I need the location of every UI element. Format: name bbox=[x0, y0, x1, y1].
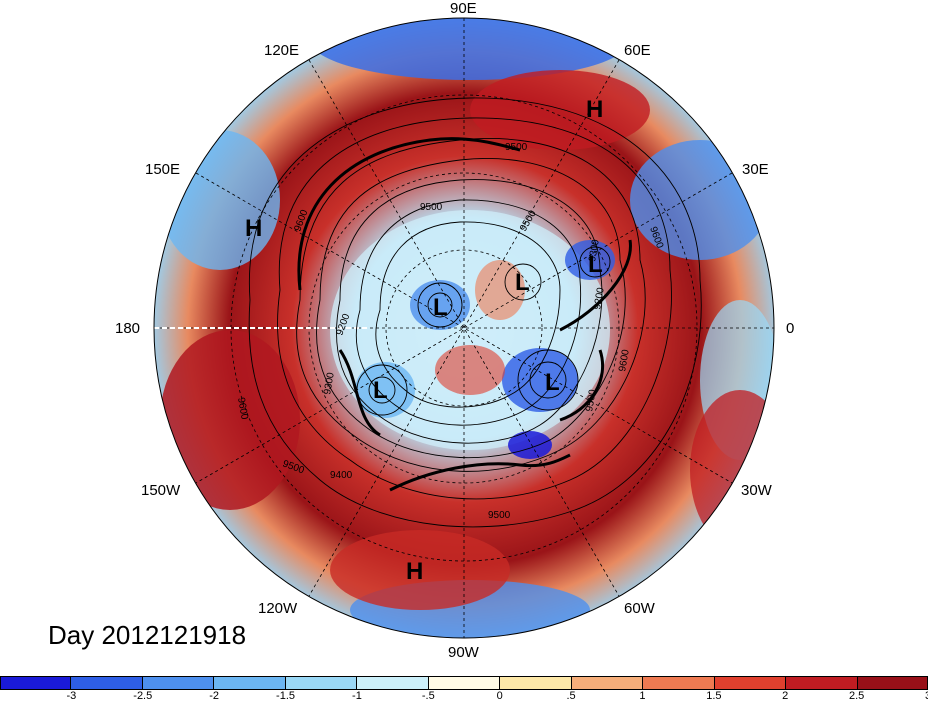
contour-labels: 9500 9500 9600 9500 9600 9200 9300 9600 … bbox=[235, 142, 665, 521]
colorbar-tick-label: -2.5 bbox=[133, 690, 153, 702]
colorbar-cell bbox=[0, 676, 72, 690]
high-pressure-marker: H bbox=[245, 215, 262, 242]
low-pressure-marker: L bbox=[373, 377, 388, 404]
high-pressure-marker: H bbox=[586, 96, 603, 123]
colorbar-cell bbox=[857, 676, 928, 690]
colorbar-tick-label: -.5 bbox=[421, 690, 435, 702]
longitude-label-120e: 120E bbox=[264, 42, 300, 59]
colorbar-cell bbox=[643, 676, 715, 690]
contour-label: 9600 bbox=[617, 348, 632, 372]
contour-label: 9400 bbox=[330, 470, 353, 481]
contour-label: 9500 bbox=[584, 388, 599, 412]
longitude-label-150w: 150W bbox=[141, 482, 181, 499]
colorbar-tick-label: -1.5 bbox=[276, 690, 296, 702]
longitude-label-90e: 90E bbox=[450, 0, 477, 17]
colorbar-cell bbox=[500, 676, 572, 690]
contour-label: 9200 bbox=[592, 286, 607, 310]
colorbar-tick-label: 1.5 bbox=[706, 690, 722, 702]
longitude-label-120w: 120W bbox=[258, 600, 298, 617]
colorbar-cell bbox=[714, 676, 787, 690]
longitude-label-180: 180 bbox=[115, 320, 141, 337]
colorbar-cell bbox=[428, 676, 501, 690]
polar-map: 9500 9500 9600 9500 9600 9200 9300 9600 … bbox=[153, 17, 775, 639]
longitude-label-0: 0 bbox=[786, 320, 795, 337]
colorbar-tick-label: -3 bbox=[66, 690, 77, 702]
colorbar-cell bbox=[571, 676, 644, 690]
colorbar-tick-label: 1 bbox=[639, 690, 646, 702]
longitude-label-90w: 90W bbox=[448, 644, 479, 661]
day-label: Day 2012121918 bbox=[48, 620, 247, 650]
colorbar-tick-label: 3 bbox=[925, 690, 928, 702]
longitude-label-150e: 150E bbox=[145, 161, 181, 178]
colorbar-tick-label: 2 bbox=[782, 690, 789, 702]
pressure-centers: H H H L L L L L bbox=[245, 96, 603, 585]
longitude-label-60e: 60E bbox=[624, 42, 651, 59]
longitude-label-30w: 30W bbox=[741, 482, 772, 499]
contour-label: 9500 bbox=[505, 142, 528, 153]
colorbar-tick-label: .5 bbox=[566, 690, 576, 702]
low-pressure-marker: L bbox=[545, 369, 560, 396]
contour-label: 9300 bbox=[322, 371, 337, 395]
colorbar-cell bbox=[71, 676, 143, 690]
longitude-label-30e: 30E bbox=[742, 161, 769, 178]
contour-label: 9500 bbox=[420, 202, 443, 213]
colorbar-tick-label: -1 bbox=[352, 690, 362, 702]
contour-label: 9300 bbox=[587, 238, 602, 262]
jet-streaks bbox=[297, 137, 632, 492]
colorbar bbox=[0, 676, 928, 690]
longitude-label-60w: 60W bbox=[624, 600, 655, 617]
colorbar-cell bbox=[285, 676, 358, 690]
contour-label: 9500 bbox=[488, 510, 511, 521]
colorbar-cell bbox=[214, 676, 286, 690]
colorbar-cell bbox=[357, 676, 429, 690]
colorbar-tick-label: -2 bbox=[209, 690, 220, 702]
low-pressure-marker: L bbox=[515, 269, 530, 296]
colorbar-cell bbox=[786, 676, 858, 690]
map-border bbox=[153, 17, 775, 639]
colorbar-tick-label: 2.5 bbox=[848, 690, 865, 702]
anomaly-field bbox=[154, 18, 774, 638]
colorbar-cell bbox=[142, 676, 215, 690]
low-pressure-marker: L bbox=[588, 251, 603, 278]
high-pressure-marker: H bbox=[406, 558, 423, 585]
low-pressure-marker: L bbox=[433, 294, 448, 321]
contour-label: 9600 bbox=[235, 397, 250, 421]
colorbar-tick-label: 0 bbox=[496, 690, 503, 702]
